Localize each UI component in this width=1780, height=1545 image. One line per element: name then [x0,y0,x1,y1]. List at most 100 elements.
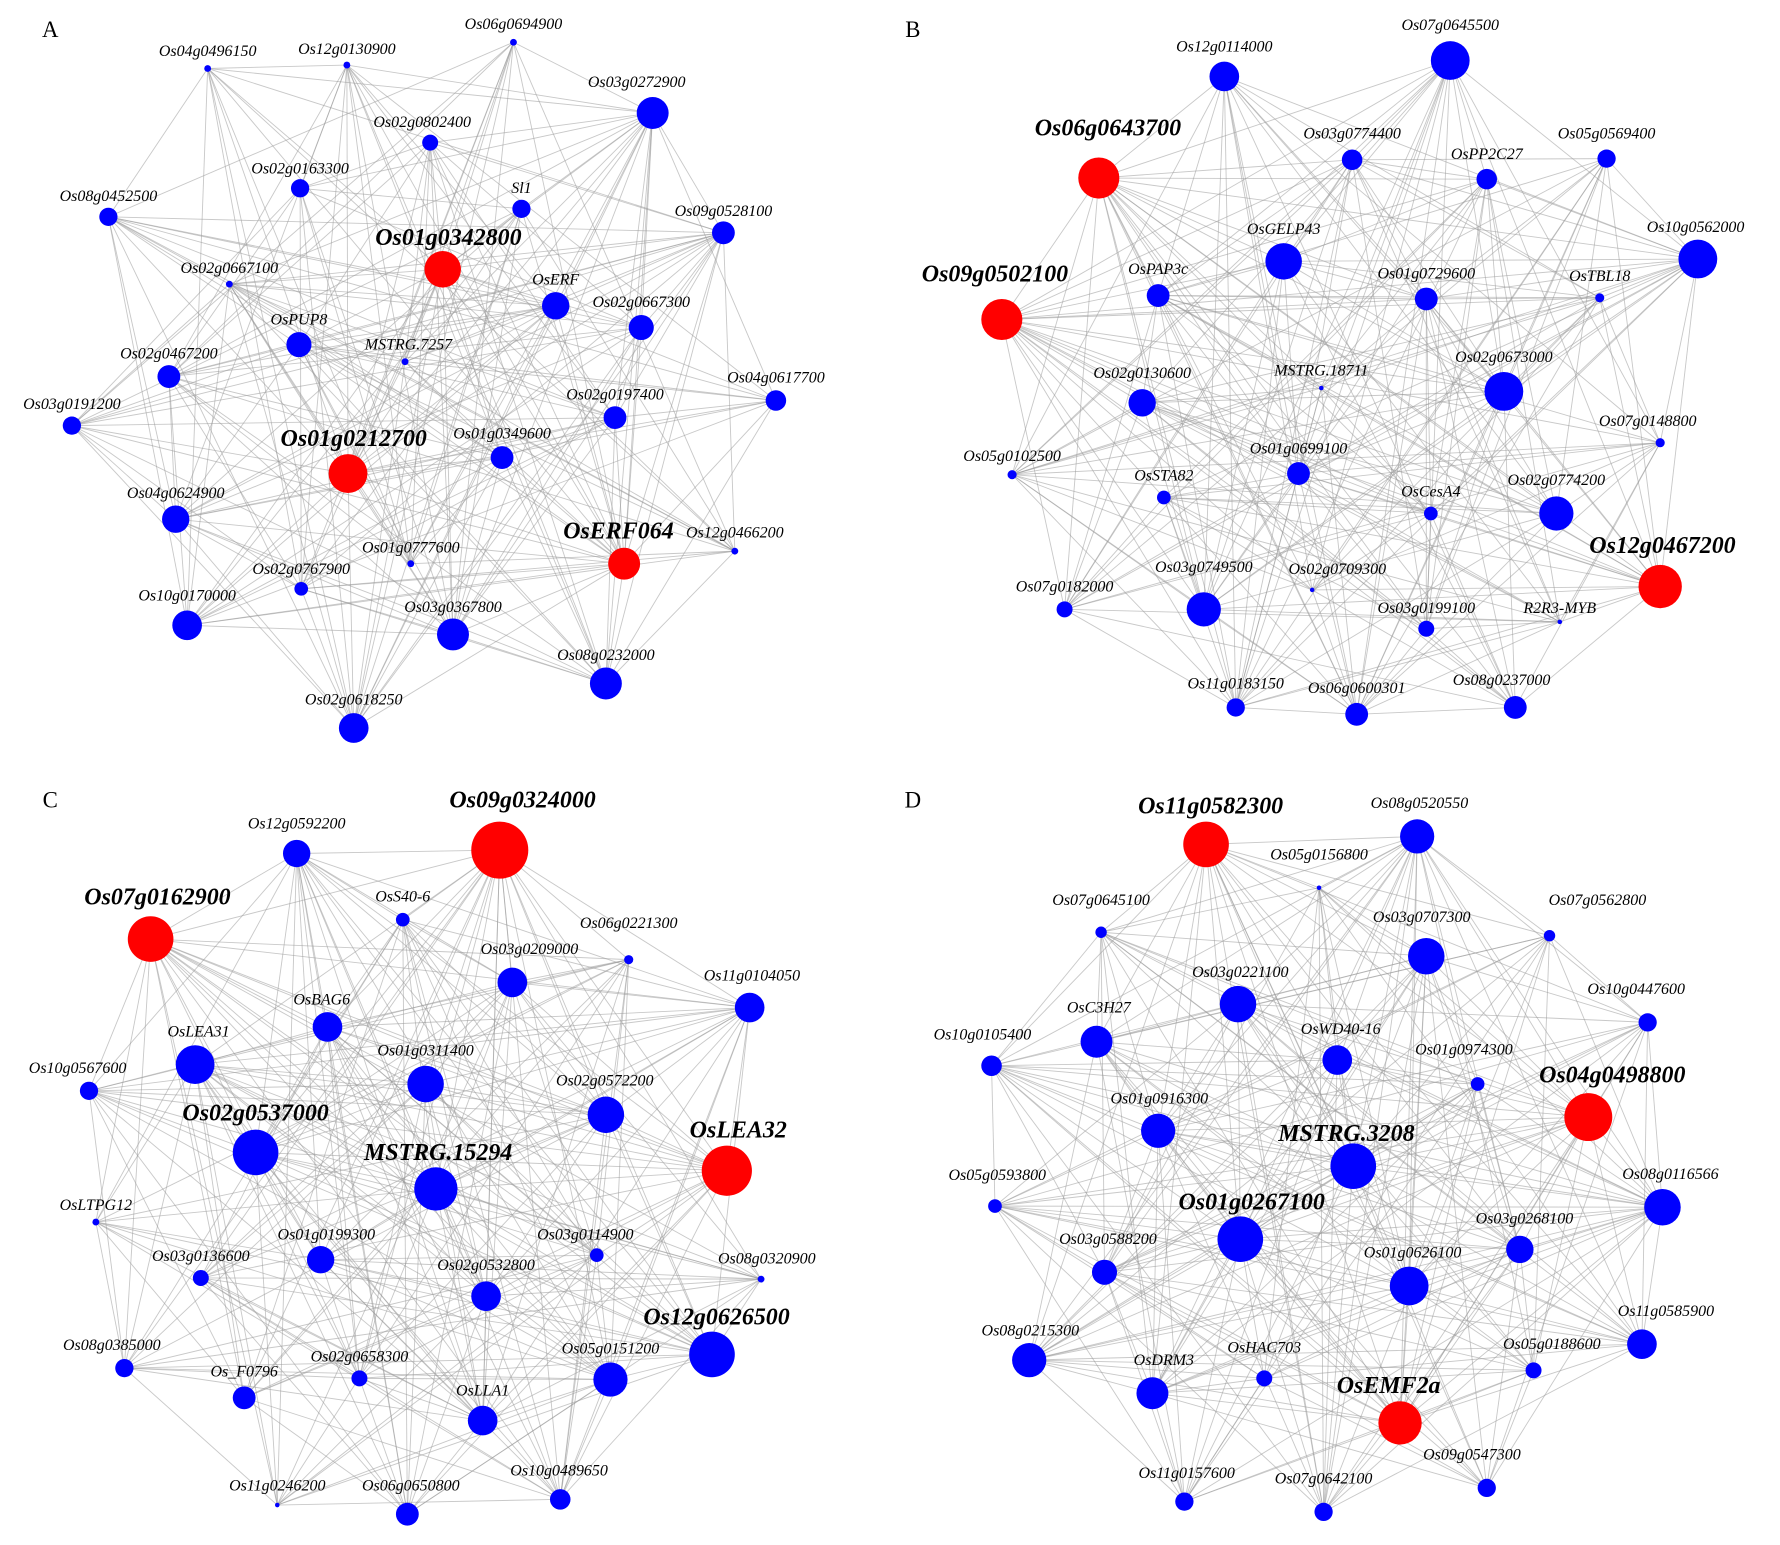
node [467,1405,498,1436]
edge [1001,319,1504,392]
node [1424,506,1438,521]
edge [652,112,777,401]
edge [994,1205,1265,1379]
edge [1098,177,1427,300]
edge [88,1090,125,1369]
edge [124,1367,360,1379]
edge [298,344,406,363]
edge [298,344,736,552]
edge [353,208,522,729]
edge [327,919,404,1028]
edge [1001,319,1165,498]
node-label: Os02g0130600 [1093,365,1191,382]
edge [1001,319,1066,610]
edge [347,400,776,475]
edge [1449,60,1505,392]
edge [1098,177,1322,389]
edge [991,1065,1159,1132]
edge [435,1170,727,1190]
edge [1011,60,1451,476]
edge [435,1114,607,1190]
edge [429,142,607,684]
edge [1096,836,1418,1043]
node [1319,385,1324,391]
node-label: OsDRM3 [1134,1352,1194,1369]
node-label: Os10g0170000 [138,587,236,604]
edge [1203,586,1661,610]
node-label: Os04g0496150 [159,43,257,60]
edge [623,232,724,564]
edge [512,981,750,1009]
edge [559,1379,611,1500]
edge [1240,1238,1410,1287]
edge [1158,1130,1354,1167]
edge [299,112,653,189]
edge [1235,158,1607,708]
edge [1599,297,1661,587]
edge [300,42,514,589]
edge [994,1205,1324,1513]
edge [327,1026,727,1172]
node [414,1167,458,1211]
edge [511,982,607,1116]
edge [1237,1003,1589,1118]
edge [1425,956,1488,1488]
edge [186,417,616,626]
edge [194,1026,328,1066]
edge [1237,1003,1521,1250]
edge [186,400,777,626]
edge [1352,159,1487,180]
node-label: OsPAP3c [1128,261,1188,278]
edge [276,1170,728,1506]
node-label: Os12g0130900 [298,41,396,58]
node [99,207,118,226]
node-label: Os02g0658300 [311,1349,409,1366]
edge [482,1007,751,1421]
edge [605,1114,713,1355]
edge [1237,1004,1241,1240]
node-label: Os02g0197400 [566,387,664,404]
edge [150,938,598,1256]
edge [359,1254,597,1379]
edge [1100,931,1354,1167]
node-label: MSTRG.3208 [1277,1121,1414,1147]
node-label: Os05g0151200 [562,1341,660,1358]
edge [88,1083,426,1092]
edge [1096,932,1102,1042]
edge [994,1116,1589,1207]
edge [513,41,653,114]
node [127,916,174,962]
edge [1205,844,1338,1061]
edge [442,232,724,270]
edge [255,1152,360,1379]
edge [277,1379,611,1506]
edge [429,142,454,635]
edge [1239,1239,1265,1379]
edge [991,1065,1324,1513]
edge [1104,1238,1241,1273]
edge [107,216,355,729]
labels: Os04g0496150 Os12g0130900 Os06g0694900 Os03… [23,16,1744,1495]
edge [1157,76,1225,296]
edge [1356,621,1560,715]
edge [1425,298,1432,514]
edge [107,216,177,520]
edge [300,65,348,589]
edge [1555,158,1608,514]
node-label: OsLEA31 [167,1023,229,1040]
edge [430,142,724,234]
edge [95,1221,245,1399]
edge [1001,297,1600,320]
edge [402,919,598,1256]
edge [175,305,556,520]
edge [168,41,514,377]
edge [1098,60,1451,179]
edge [1001,298,1427,320]
edge [1416,836,1648,1023]
edge [1311,297,1601,591]
edge [1430,513,1516,708]
edge [175,518,607,684]
edge [1096,1041,1338,1061]
node-label: Os08g0232000 [557,647,655,664]
node [401,358,409,366]
